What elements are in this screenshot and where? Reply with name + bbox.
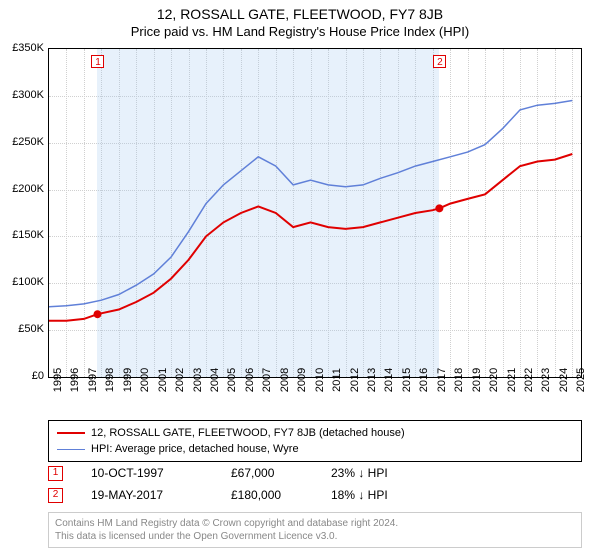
footer-attribution: Contains HM Land Registry data © Crown c… [48, 512, 582, 548]
sale-diff: 23% ↓ HPI [331, 466, 451, 480]
x-tick-label: 2001 [157, 368, 169, 392]
plot-area: 12 [48, 48, 582, 378]
legend-swatch [57, 432, 85, 434]
sale-date: 10-OCT-1997 [91, 466, 231, 480]
x-tick-label: 1995 [52, 368, 64, 392]
y-tick-label: £300K [12, 89, 44, 101]
x-tick-label: 2013 [366, 368, 378, 392]
sale-marker-icon: 1 [48, 466, 63, 481]
legend-label: 12, ROSSALL GATE, FLEETWOOD, FY7 8JB (de… [91, 425, 405, 441]
x-tick-label: 2002 [174, 368, 186, 392]
title-block: 12, ROSSALL GATE, FLEETWOOD, FY7 8JB Pri… [0, 0, 600, 39]
sale-point [93, 310, 101, 318]
x-tick-label: 2008 [279, 368, 291, 392]
y-tick-label: £0 [32, 370, 44, 382]
x-tick-label: 2010 [314, 368, 326, 392]
series-line [49, 101, 572, 307]
y-tick-label: £150K [12, 229, 44, 241]
y-tick-label: £200K [12, 183, 44, 195]
chart-subtitle: Price paid vs. HM Land Registry's House … [0, 24, 600, 39]
y-tick-label: £50K [18, 323, 44, 335]
footer-line: Contains HM Land Registry data © Crown c… [55, 517, 575, 530]
sale-diff: 18% ↓ HPI [331, 488, 451, 502]
x-tick-label: 2014 [383, 368, 395, 392]
chart-container: 12, ROSSALL GATE, FLEETWOOD, FY7 8JB Pri… [0, 0, 600, 560]
y-tick-label: £250K [12, 136, 44, 148]
x-tick-label: 2022 [523, 368, 535, 392]
x-tick-label: 1998 [104, 368, 116, 392]
legend-item: HPI: Average price, detached house, Wyre [57, 441, 573, 457]
x-tick-label: 2019 [471, 368, 483, 392]
sale-point [435, 204, 443, 212]
x-tick-label: 2012 [349, 368, 361, 392]
line-svg [49, 49, 581, 377]
x-tick-label: 2007 [261, 368, 273, 392]
x-tick-label: 2015 [401, 368, 413, 392]
x-tick-label: 2025 [575, 368, 587, 392]
series-line [49, 154, 572, 321]
x-tick-label: 1996 [69, 368, 81, 392]
x-tick-label: 2005 [226, 368, 238, 392]
legend-label: HPI: Average price, detached house, Wyre [91, 441, 299, 457]
x-tick-label: 2024 [558, 368, 570, 392]
x-tick-label: 2017 [436, 368, 448, 392]
x-tick-label: 2009 [296, 368, 308, 392]
x-tick-label: 2004 [209, 368, 221, 392]
x-tick-label: 2016 [418, 368, 430, 392]
sales-table: 1 10-OCT-1997 £67,000 23% ↓ HPI 2 19-MAY… [48, 462, 582, 506]
x-tick-label: 2000 [139, 368, 151, 392]
legend-swatch [57, 449, 85, 450]
x-tick-label: 2023 [540, 368, 552, 392]
footer-line: This data is licensed under the Open Gov… [55, 530, 575, 543]
sale-price: £180,000 [231, 488, 331, 502]
y-tick-label: £100K [12, 276, 44, 288]
x-tick-label: 1999 [122, 368, 134, 392]
x-tick-label: 2003 [192, 368, 204, 392]
x-tick-label: 1997 [87, 368, 99, 392]
legend: 12, ROSSALL GATE, FLEETWOOD, FY7 8JB (de… [48, 420, 582, 462]
x-tick-label: 2018 [453, 368, 465, 392]
sale-marker-icon: 2 [48, 488, 63, 503]
x-tick-label: 2006 [244, 368, 256, 392]
sale-marker-box: 1 [91, 55, 104, 68]
x-tick-label: 2021 [506, 368, 518, 392]
chart-title: 12, ROSSALL GATE, FLEETWOOD, FY7 8JB [0, 6, 600, 22]
table-row: 1 10-OCT-1997 £67,000 23% ↓ HPI [48, 462, 582, 484]
table-row: 2 19-MAY-2017 £180,000 18% ↓ HPI [48, 484, 582, 506]
legend-item: 12, ROSSALL GATE, FLEETWOOD, FY7 8JB (de… [57, 425, 573, 441]
x-tick-label: 2020 [488, 368, 500, 392]
y-tick-label: £350K [12, 42, 44, 54]
sale-date: 19-MAY-2017 [91, 488, 231, 502]
sale-marker-box: 2 [433, 55, 446, 68]
sale-price: £67,000 [231, 466, 331, 480]
x-tick-label: 2011 [331, 368, 343, 392]
